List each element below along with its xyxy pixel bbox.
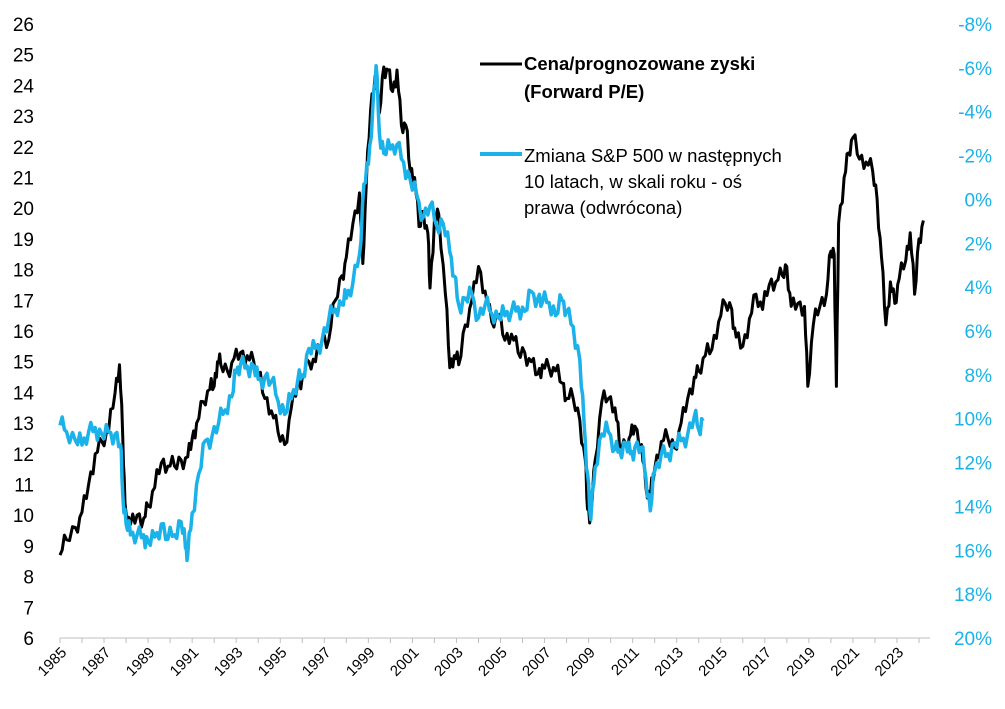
x-tick-label: 1985 — [35, 644, 71, 680]
right-tick-label: 6% — [965, 322, 993, 343]
series-layer — [58, 63, 925, 563]
x-tick-label: 1993 — [211, 644, 247, 680]
right-tick-label: 14% — [954, 497, 992, 518]
left-tick-label: 7 — [23, 598, 34, 619]
left-tick-label: 14 — [13, 383, 35, 404]
right-tick-label: 2% — [965, 234, 993, 255]
right-tick-label: -6% — [958, 59, 992, 80]
left-tick-label: 20 — [13, 199, 34, 220]
right-tick-label: -8% — [958, 15, 992, 36]
left-tick-label: 13 — [13, 414, 34, 435]
x-tick-label: 1987 — [79, 644, 115, 680]
x-tick-label: 2021 — [827, 644, 863, 680]
legend-label-sp500-change-line-3: prawa (odwrócona) — [524, 197, 682, 218]
left-tick-label: 24 — [13, 76, 35, 97]
left-tick-label: 22 — [13, 138, 34, 159]
left-tick-label: 6 — [23, 629, 34, 650]
x-tick-label: 2013 — [651, 644, 687, 680]
x-tick-label: 2001 — [387, 644, 423, 680]
left-tick-label: 9 — [23, 537, 34, 558]
legend-label-forward-pe-line-2: (Forward P/E) — [524, 81, 644, 102]
left-tick-label: 21 — [13, 169, 34, 190]
right-tick-label: 12% — [954, 454, 992, 475]
x-axis: 1985 1987 1989 1991 1993 1995 1997 1999 2001 2003… — [35, 637, 930, 680]
left-tick-label: 26 — [13, 15, 34, 36]
left-tick-label: 8 — [23, 568, 34, 589]
x-tick-label: 2017 — [739, 644, 775, 680]
x-tick-label: 2007 — [519, 644, 555, 680]
right-tick-label: 18% — [954, 585, 992, 606]
x-tick-label: 2023 — [872, 644, 908, 680]
right-tick-label: 20% — [954, 629, 992, 650]
left-tick-label: 17 — [13, 291, 34, 312]
legend-label-forward-pe-line-1: Cena/prognozowane zyski — [524, 53, 755, 74]
legend: Cena/prognozowane zyski (Forward P/E) Zm… — [480, 53, 782, 218]
legend-label-sp500-change-line-1: Zmiana S&P 500 w następnych — [524, 145, 782, 166]
left-tick-label: 10 — [13, 506, 34, 527]
x-tick-label: 2005 — [475, 644, 511, 680]
left-tick-label: 18 — [13, 261, 34, 282]
right-tick-label: -4% — [958, 103, 992, 124]
x-tick-label: 1989 — [123, 644, 159, 680]
right-tick-label: 0% — [965, 190, 993, 211]
series-line-sp500-10y-change — [58, 63, 705, 563]
left-tick-label: 12 — [13, 445, 34, 466]
left-tick-label: 16 — [13, 322, 34, 343]
left-tick-label: 25 — [13, 46, 34, 67]
right-tick-label: -2% — [958, 147, 992, 168]
left-tick-label: 15 — [13, 353, 34, 374]
x-tick-label: 2009 — [563, 644, 599, 680]
x-tick-label: 2003 — [431, 644, 467, 680]
right-tick-label: 10% — [954, 410, 992, 431]
right-tick-label: 16% — [954, 541, 992, 562]
left-tick-label: 19 — [13, 230, 34, 251]
right-axis-ticks: -8% -6% -4% -2% 0% 2% 4% 6% 8% 10% 12% 14% 16% 18% 20% — [954, 15, 992, 650]
left-tick-label: 11 — [14, 476, 34, 497]
x-tick-label: 1991 — [167, 644, 203, 680]
x-tick-label: 1997 — [299, 644, 335, 680]
right-tick-label: 4% — [965, 278, 993, 299]
legend-label-sp500-change-line-2: 10 latach, w skali roku - oś — [524, 171, 742, 192]
right-tick-label: 8% — [965, 366, 993, 387]
left-axis-ticks: 6 7 8 9 10 11 12 13 14 15 16 17 18 19 20 21 22 23 24 25 26 — [13, 15, 35, 650]
x-tick-label: 1995 — [255, 644, 291, 680]
x-tick-label: 1999 — [343, 644, 379, 680]
x-tick-label: 2019 — [783, 644, 819, 680]
x-tick-label: 2015 — [695, 644, 731, 680]
series-line-forward-pe — [58, 65, 925, 556]
x-tick-label: 2011 — [608, 644, 643, 679]
left-tick-label: 23 — [13, 107, 34, 128]
